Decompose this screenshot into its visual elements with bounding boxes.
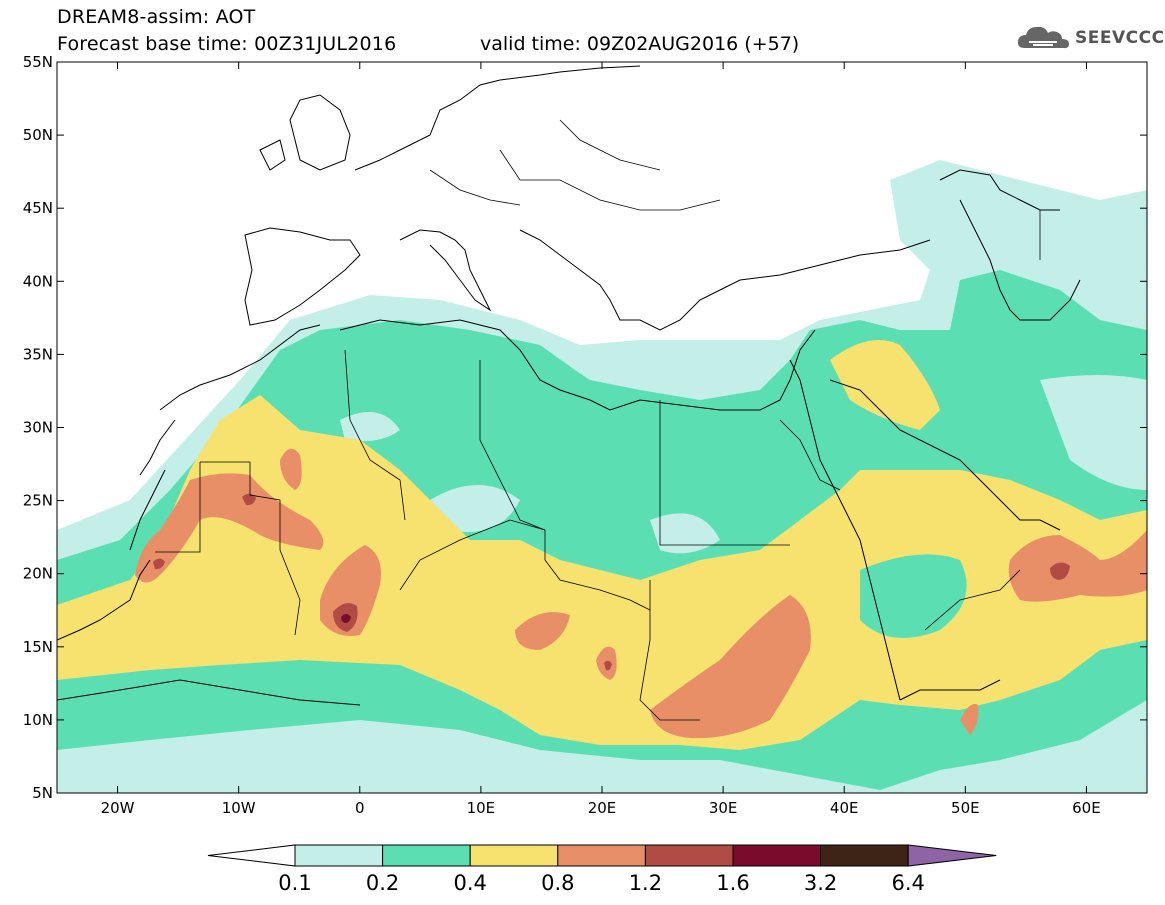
colorbar-level-label: 1.2 [629, 871, 662, 895]
lat-tick-label: 55N [23, 53, 53, 71]
aot-field [57, 160, 1147, 793]
lat-tick-label: 40N [23, 272, 53, 290]
longitude-axis: 20W 10W 0 10E 20E 30E 40E 50E 60E [101, 62, 1101, 817]
colorbar-segment [469, 844, 559, 867]
lon-tick-label: 60E [1072, 799, 1101, 817]
lat-tick-label: 35N [23, 345, 53, 363]
colorbar-segment [294, 844, 384, 867]
lat-tick-label: 25N [23, 492, 53, 510]
lat-tick-label: 5N [32, 784, 53, 802]
lat-tick-label: 50N [23, 126, 53, 144]
forecast-base-time: Forecast base time: 00Z31JUL2016 [57, 33, 397, 55]
aot-contour-0.8 [135, 473, 324, 583]
colorbar-level-label: 0.8 [541, 871, 574, 895]
colorbar-segment [382, 844, 471, 867]
aot-colorbar: 0.1 0.2 0.4 0.8 1.2 1.6 3.2 6.4 [207, 844, 997, 895]
lon-tick-label: 30E [709, 799, 738, 817]
lon-tick-label: 0 [355, 799, 365, 817]
colorbar-level-label: 0.4 [453, 871, 486, 895]
aot-contour-1.6 [341, 614, 351, 623]
lon-tick-label: 20E [588, 799, 617, 817]
map-title: DREAM8-assim: AOT [57, 6, 256, 28]
colorbar-level-label: 1.6 [716, 871, 749, 895]
colorbar-over-triangle [907, 844, 997, 867]
lon-tick-label: 40E [830, 799, 859, 817]
lon-tick-label: 10E [467, 799, 496, 817]
colorbar-level-label: 0.2 [366, 871, 399, 895]
cloud-icon [1017, 26, 1069, 49]
lat-tick-label: 30N [23, 419, 53, 437]
colorbar-segment [557, 844, 646, 867]
latitude-axis: 5N 10N 15N 20N 25N 30N 35N 40N 45N 50N 55N [23, 53, 1147, 802]
colorbar-under-triangle [207, 844, 296, 867]
colorbar-level-label: 3.2 [804, 871, 837, 895]
colorbar-level-label: 6.4 [891, 871, 924, 895]
seevccc-logo: SEEVCCC [1017, 24, 1165, 52]
political-borders [155, 119, 1041, 721]
lon-tick-label: 20W [101, 799, 135, 817]
colorbar-level-label: 0.1 [278, 871, 311, 895]
colorbar-segment [644, 844, 734, 867]
lat-tick-label: 45N [23, 199, 53, 217]
colorbar-segment [732, 844, 822, 867]
lat-tick-label: 15N [23, 638, 53, 656]
valid-time: valid time: 09Z02AUG2016 (+57) [480, 33, 800, 55]
colorbar-segment [820, 844, 909, 867]
logo-text: SEEVCCC [1075, 28, 1165, 48]
lon-tick-label: 50E [951, 799, 980, 817]
lon-tick-label: 10W [222, 799, 256, 817]
lat-tick-label: 20N [23, 565, 53, 583]
lat-tick-label: 10N [23, 711, 53, 729]
aot-contour-0.4 [57, 395, 1147, 750]
